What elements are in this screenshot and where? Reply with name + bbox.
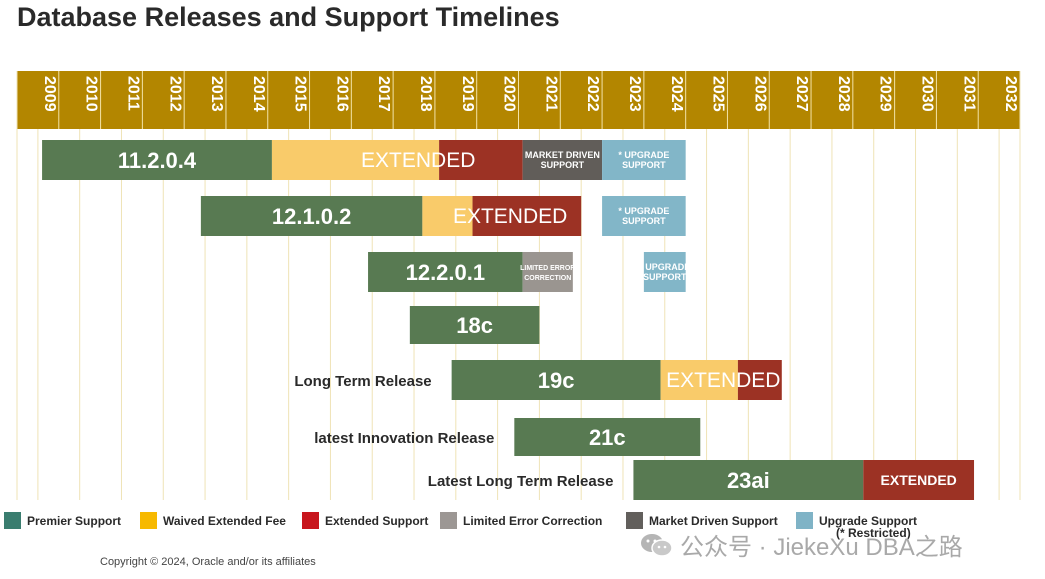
- bar-premier: [200, 196, 423, 236]
- bar-premier: [633, 460, 864, 500]
- legend-item-market: Market Driven Support: [626, 512, 778, 529]
- year-tick-label: 2010: [83, 76, 100, 112]
- year-tick-label: 2032: [1002, 76, 1019, 112]
- bar-premier: [514, 418, 701, 456]
- year-tick-label: 2031: [960, 76, 977, 112]
- year-tick-label: 2016: [333, 76, 350, 112]
- year-tick-label: 2026: [751, 76, 768, 112]
- year-tick-label: 2030: [919, 76, 936, 112]
- bar-premier: [451, 360, 661, 400]
- bar-waived: [660, 360, 738, 400]
- legend-label: Upgrade Support: [819, 514, 917, 528]
- release-version-label: 23ai: [727, 468, 770, 493]
- extended-label: EXTENDED: [881, 472, 957, 488]
- legend-item-premier: Premier Support: [4, 512, 121, 529]
- legend-label: Market Driven Support: [649, 514, 778, 528]
- release-version-label: 21c: [589, 425, 626, 450]
- release-version-label: 18c: [456, 313, 493, 338]
- year-tick-label: 2019: [459, 76, 476, 112]
- year-tick-label: 2020: [501, 76, 518, 112]
- bar-upgrade: [602, 196, 686, 236]
- year-tick-label: 2022: [584, 76, 601, 112]
- legend-label: Waived Extended Fee: [163, 514, 286, 528]
- release-note-label: Long Term Release: [294, 373, 431, 390]
- year-tick-label: 2015: [292, 76, 309, 112]
- market-label: MARKET DRIVEN: [525, 150, 600, 160]
- bar-upgrade: [643, 252, 686, 292]
- limited-label: CORRECTION: [524, 275, 571, 282]
- legend-swatch: [4, 512, 21, 529]
- bar-extended: [737, 360, 782, 400]
- watermark: 公众号 · JiekeXu DBA之路: [640, 527, 963, 562]
- watermark-text: 公众号 · JiekeXu DBA之路: [680, 534, 963, 561]
- legend-label: Limited Error Correction: [463, 514, 602, 528]
- bar-extended: [472, 196, 582, 236]
- release-version-label: 19c: [538, 368, 575, 393]
- release-version-label: 12.1.0.2: [272, 204, 352, 229]
- copyright-notice: Copyright © 2024, Oracle and/or its affi…: [100, 556, 316, 568]
- market-label: SUPPORT: [541, 160, 585, 170]
- extended-overlay-label: EXTENDED: [666, 369, 780, 392]
- year-tick-label: 2012: [166, 76, 183, 112]
- legend-sublabel: (* Restricted): [836, 526, 911, 540]
- release-row-21c: 21c latest Innovation Release: [314, 418, 701, 456]
- bar-waived: [271, 140, 440, 180]
- year-tick-label: 2014: [250, 76, 267, 112]
- bar-upgrade: [602, 140, 686, 180]
- wechat-icon: [641, 533, 673, 557]
- page-title: Database Releases and Support Timelines: [17, 2, 560, 32]
- legend-item-limited: Limited Error Correction: [440, 512, 602, 529]
- legend-swatch: [140, 512, 157, 529]
- year-tick-label: 2029: [877, 76, 894, 112]
- legend-label: Premier Support: [27, 514, 121, 528]
- year-tick-label: 2027: [793, 76, 810, 112]
- legend-swatch: [302, 512, 319, 529]
- upgrade-label: SUPPORT: [643, 272, 687, 282]
- legend-item-extended: Extended Support: [302, 512, 428, 529]
- upgrade-label: * UPGRADE: [618, 206, 669, 216]
- year-tick-label: 2013: [208, 76, 225, 112]
- year-tick-label: 2025: [710, 76, 727, 112]
- bar-extended: [439, 140, 523, 180]
- upgrade-label: * UPGRADE: [639, 262, 690, 272]
- year-tick-label: 2009: [41, 76, 58, 112]
- year-tick-label: 2023: [626, 76, 643, 112]
- upgrade-label: SUPPORT: [622, 216, 666, 226]
- release-version-label: 12.2.0.1: [406, 260, 486, 285]
- year-tick-label: 2011: [124, 76, 141, 111]
- bar-extended: [863, 460, 975, 500]
- year-tick-label: 2017: [375, 76, 392, 112]
- release-note-label: Latest Long Term Release: [428, 473, 614, 490]
- upgrade-label: SUPPORT: [622, 160, 666, 170]
- bar-limited: [522, 252, 573, 292]
- year-tick-label: 2021: [542, 76, 559, 112]
- upgrade-label: * UPGRADE: [618, 150, 669, 160]
- bar-waived: [422, 196, 473, 236]
- bar-premier: [368, 252, 523, 292]
- legend-swatch: [626, 512, 643, 529]
- bar-market: [522, 140, 603, 180]
- release-row-19c: 19c EXTENDED Long Term Release: [294, 360, 782, 400]
- legend-item-waived: Waived Extended Fee: [140, 512, 286, 529]
- year-tick-label: 2024: [668, 76, 685, 112]
- legend-item-upgrade: Upgrade Support(* Restricted): [796, 512, 917, 540]
- legend-swatch: [440, 512, 457, 529]
- extended-overlay-label: EXTENDED: [453, 205, 567, 228]
- extended-overlay-label: EXTENDED: [361, 149, 475, 172]
- release-row-18c: 18c: [409, 306, 540, 344]
- bar-premier: [42, 140, 272, 180]
- legend-swatch: [796, 512, 813, 529]
- limited-label: LIMITED ERROR: [520, 265, 575, 272]
- release-version-label: 11.2.0.4: [118, 148, 197, 173]
- release-row-12-2-0-1: 12.2.0.1 LIMITED ERROR CORRECTION * UPGRADE…: [368, 252, 690, 292]
- year-tick-label: 2028: [835, 76, 852, 112]
- release-row-23ai: 23ai EXTENDED Latest Long Term Release: [428, 460, 975, 500]
- year-tick-label: 2018: [417, 76, 434, 112]
- bar-premier: [409, 306, 540, 344]
- release-note-label: latest Innovation Release: [314, 430, 494, 447]
- legend-label: Extended Support: [325, 514, 428, 528]
